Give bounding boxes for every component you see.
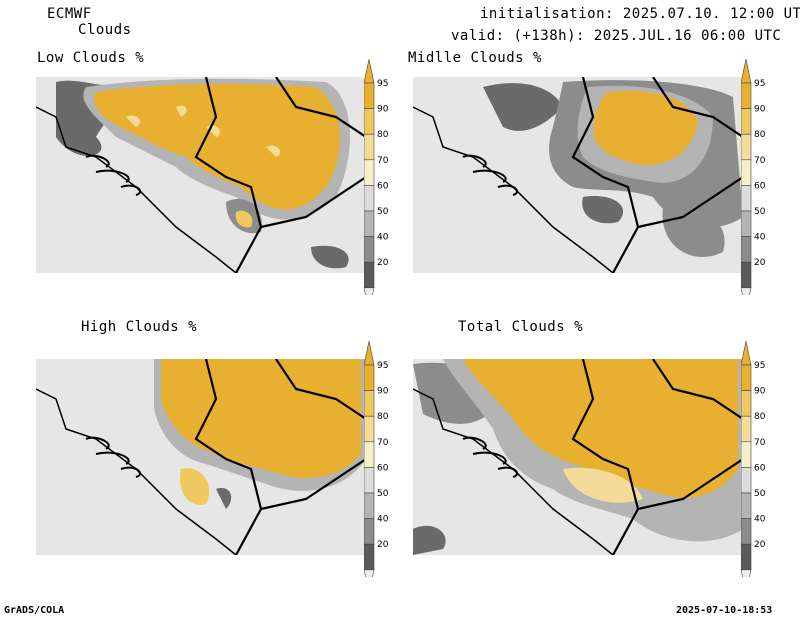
colorbar-arrow-top — [740, 340, 752, 366]
valid-time: valid: (+138h): 2025.JUL.16 06:00 UTC — [451, 28, 782, 44]
colorbar-tick-label: 70 — [754, 156, 766, 166]
panel-title-middle: Midlle Clouds % — [408, 50, 542, 66]
colorbar-segment — [740, 159, 752, 186]
panel-title-total: Total Clouds % — [458, 319, 584, 335]
colorbar-segment — [363, 133, 375, 161]
colorbar-tick-label: 20 — [754, 258, 766, 268]
colorbar-segment — [740, 108, 752, 135]
colorbar-segment — [363, 82, 375, 109]
colorbar-segment — [740, 364, 752, 391]
map-high-clouds — [36, 359, 366, 555]
colorbar-tick-label: 80 — [377, 412, 389, 422]
colorbar-tick-label: 60 — [754, 181, 766, 191]
colorbar-segment — [740, 467, 752, 494]
colorbar-tick-label: 70 — [377, 156, 389, 166]
colorbar-low: 95 90 80 70 60 50 40 20 — [363, 58, 404, 312]
init-time: initialisation: 2025.07.10. 12:00 UTC — [480, 6, 800, 22]
colorbar-tick-label: 40 — [377, 233, 389, 243]
colorbar-segment — [363, 467, 375, 494]
model-label: ECMWF — [47, 6, 92, 22]
colorbar-segment — [363, 159, 375, 186]
colorbar-tick-label: 95 — [754, 361, 765, 371]
colorbar-tick-label: 90 — [377, 387, 389, 397]
colorbar-tick-label: 60 — [754, 463, 766, 473]
colorbar-tick-label: 20 — [754, 540, 766, 550]
colorbar-tick-label: 60 — [377, 181, 389, 191]
colorbar-tick-label: 50 — [377, 489, 389, 499]
colorbar-segment — [740, 210, 752, 237]
colorbar-high: 95 90 80 70 60 50 40 20 — [363, 340, 404, 594]
colorbar-segment — [363, 415, 375, 443]
colorbar-arrow-bottom — [740, 569, 752, 594]
colorbar-tick-label: 80 — [377, 130, 389, 140]
footer-timestamp: 2025-07-10-18:53 — [676, 605, 773, 616]
footer-software: GrADS/COLA — [4, 605, 65, 616]
colorbar-arrow-bottom — [363, 287, 375, 312]
colorbar-segment — [740, 185, 752, 212]
colorbar-segment — [363, 518, 375, 545]
colorbar-segment — [740, 390, 752, 417]
colorbar-arrow-bottom — [363, 569, 375, 594]
colorbar-segment — [740, 518, 752, 545]
colorbar-segment — [363, 108, 375, 135]
colorbar-segment — [740, 236, 752, 263]
panel-title-high: High Clouds % — [81, 319, 198, 335]
colorbar-tick-label: 90 — [754, 105, 766, 115]
colorbar-segment — [740, 492, 752, 519]
colorbar-tick-label: 95 — [377, 79, 388, 89]
colorbar-segment — [363, 261, 375, 289]
colorbar-tick-label: 50 — [754, 489, 766, 499]
colorbar-tick-label: 95 — [754, 79, 765, 89]
colorbar-tick-label: 95 — [377, 361, 388, 371]
colorbar-tick-label: 80 — [754, 412, 766, 422]
colorbar-tick-label: 60 — [377, 463, 389, 473]
colorbar-tick-label: 20 — [377, 540, 389, 550]
parameter-label: Clouds — [78, 22, 132, 38]
panel-title-low: Low Clouds % — [37, 50, 145, 66]
colorbar-tick-label: 40 — [754, 233, 766, 243]
colorbar-segment — [740, 133, 752, 161]
map-middle-clouds — [413, 77, 743, 273]
colorbar-arrow-top — [740, 58, 752, 84]
colorbar-segment — [363, 210, 375, 237]
colorbar-segment — [740, 543, 752, 571]
colorbar-arrow-top — [363, 340, 375, 366]
colorbar-tick-label: 70 — [377, 438, 389, 448]
colorbar-segment — [740, 261, 752, 289]
map-total-clouds — [413, 359, 743, 555]
colorbar-tick-label: 80 — [754, 130, 766, 140]
colorbar-tick-label: 90 — [377, 105, 389, 115]
colorbar-segment — [363, 236, 375, 263]
colorbar-tick-label: 50 — [377, 207, 389, 217]
colorbar-tick-label: 40 — [377, 515, 389, 525]
colorbar-segment — [363, 441, 375, 468]
colorbar-tick-label: 20 — [377, 258, 389, 268]
colorbar-segment — [363, 492, 375, 519]
colorbar-tick-label: 70 — [754, 438, 766, 448]
colorbar-segment — [740, 415, 752, 443]
colorbar-tick-label: 50 — [754, 207, 766, 217]
colorbar-tick-label: 90 — [754, 387, 766, 397]
colorbar-arrow-bottom — [740, 287, 752, 312]
colorbar-segment — [363, 390, 375, 417]
colorbar-arrow-top — [363, 58, 375, 84]
colorbar-middle: 95 90 80 70 60 50 40 20 — [740, 58, 781, 312]
colorbar-segment — [363, 543, 375, 571]
colorbar-tick-label: 40 — [754, 515, 766, 525]
colorbar-segment — [740, 82, 752, 109]
colorbar-total: 95 90 80 70 60 50 40 20 — [740, 340, 781, 594]
colorbar-segment — [363, 364, 375, 391]
map-low-clouds — [36, 77, 366, 273]
colorbar-segment — [363, 185, 375, 212]
colorbar-segment — [740, 441, 752, 468]
